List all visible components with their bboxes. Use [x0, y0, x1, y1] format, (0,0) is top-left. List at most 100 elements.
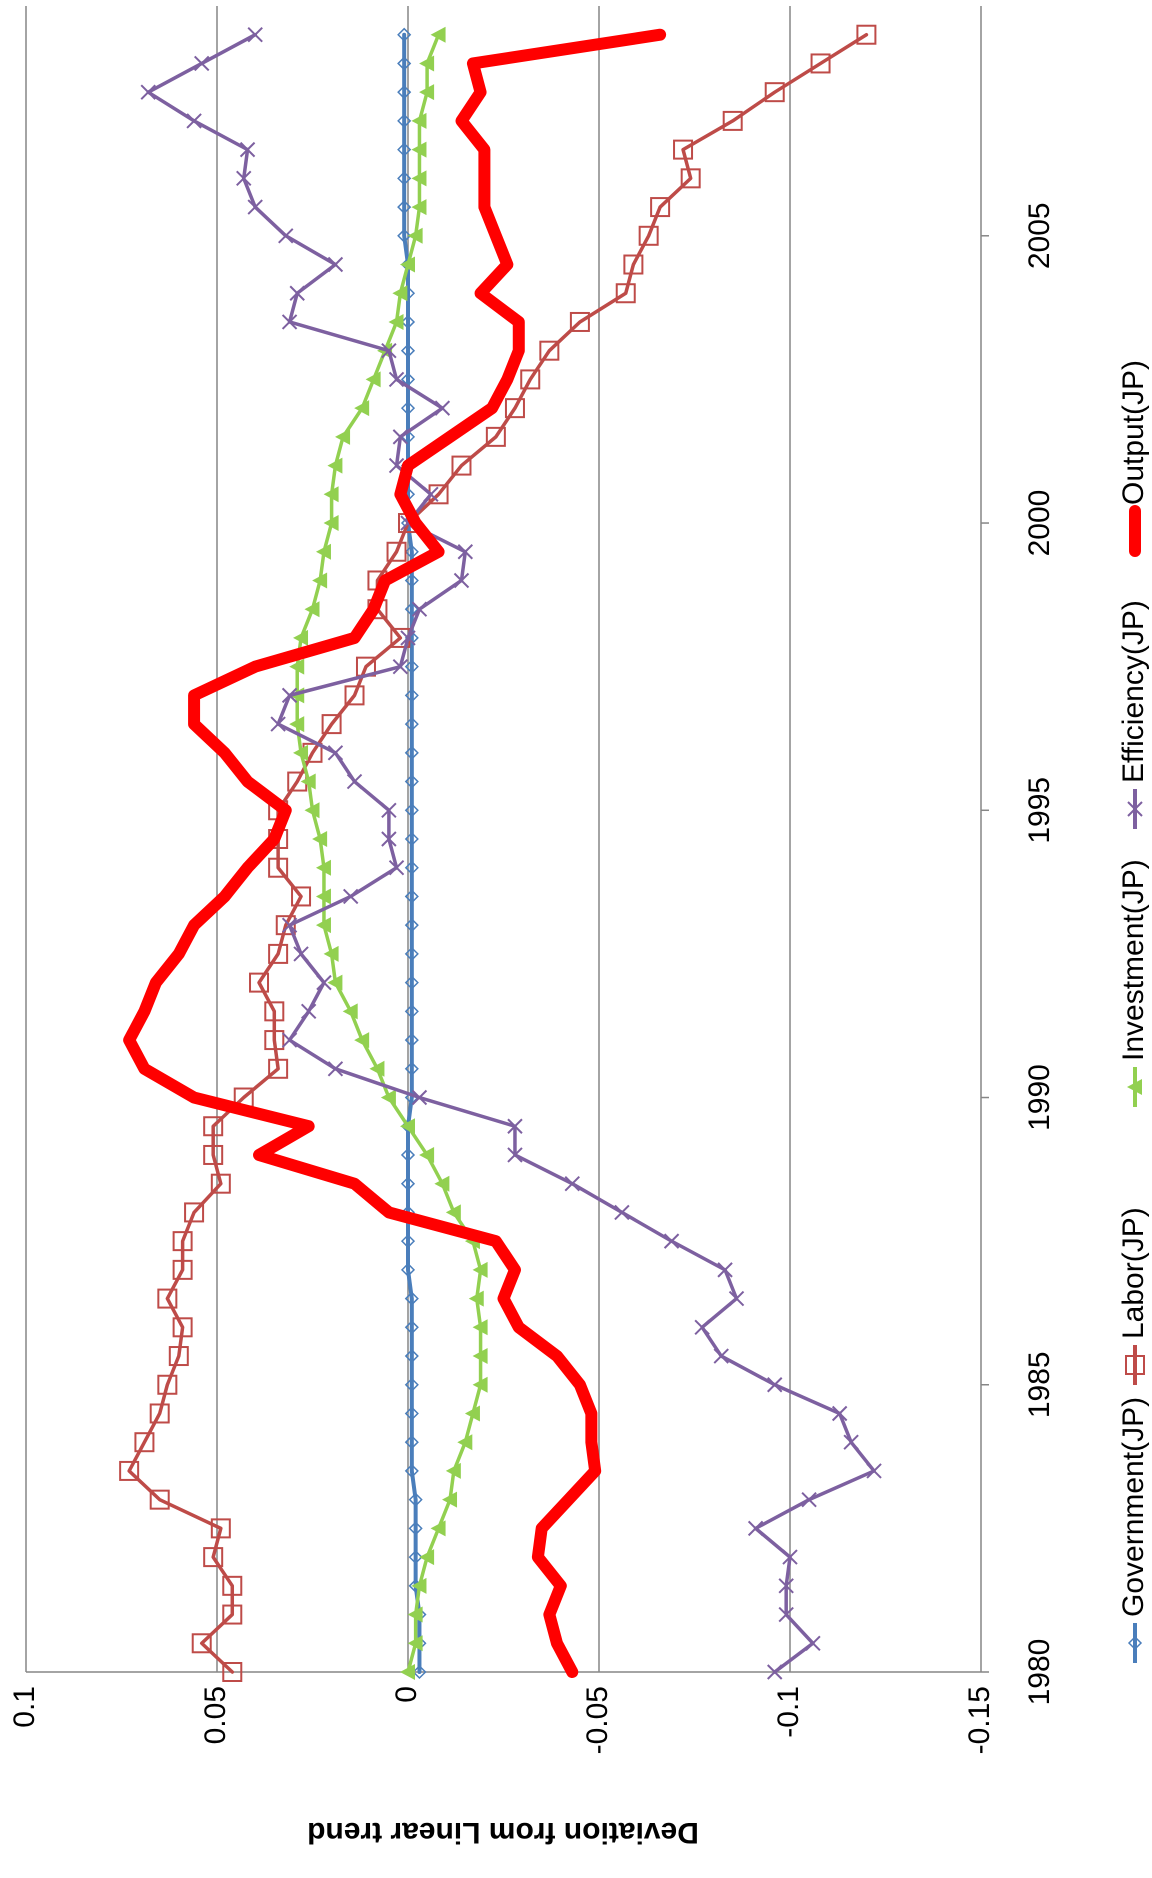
marker	[810, 53, 831, 74]
marker	[404, 1291, 419, 1306]
marker	[149, 1489, 170, 1510]
series-line	[123, 28, 667, 1678]
marker	[434, 400, 451, 416]
marker	[408, 1492, 423, 1507]
marker	[1127, 801, 1143, 817]
marker	[411, 141, 427, 158]
marker	[520, 369, 541, 390]
marker	[472, 1348, 488, 1365]
rotated-chart: Deviation from Linear trend 0.1 0.05 0 -0.0…	[8, 6, 1150, 1849]
marker	[236, 170, 252, 187]
marker	[381, 342, 397, 359]
marker	[507, 1118, 523, 1134]
marker	[323, 945, 339, 962]
marker	[323, 515, 339, 532]
marker	[411, 112, 427, 129]
marker	[172, 1317, 193, 1338]
marker	[342, 1003, 358, 1020]
marker	[404, 803, 419, 818]
marker	[778, 1606, 794, 1623]
marker	[172, 1259, 193, 1280]
marker	[404, 573, 419, 588]
marker	[327, 974, 343, 991]
marker	[404, 1320, 419, 1335]
marker	[419, 84, 435, 101]
marker	[354, 400, 370, 417]
marker	[315, 888, 331, 905]
marker	[222, 1575, 243, 1596]
marker	[713, 1348, 729, 1364]
series-line	[127, 32, 869, 1674]
legend-label: Output(JP)	[1117, 360, 1150, 505]
y-tick-label: 0	[390, 1686, 423, 1703]
marker	[442, 1491, 458, 1508]
marker	[468, 1290, 484, 1307]
marker	[451, 455, 472, 476]
marker	[1127, 1635, 1143, 1651]
marker	[472, 1376, 488, 1393]
marker	[453, 572, 470, 589]
marker	[400, 1147, 416, 1163]
marker	[264, 1030, 285, 1051]
marker	[404, 831, 419, 847]
marker	[191, 1633, 212, 1654]
legend-label: Labor(JP)	[1117, 1207, 1150, 1339]
marker	[411, 199, 427, 216]
marker	[404, 659, 419, 674]
marker	[400, 1118, 415, 1135]
marker	[856, 24, 877, 45]
marker	[327, 457, 343, 474]
marker	[380, 1089, 396, 1106]
marker	[321, 714, 342, 735]
marker	[323, 486, 339, 503]
marker	[289, 716, 305, 733]
marker	[663, 1233, 680, 1249]
marker	[404, 1061, 419, 1076]
marker	[397, 113, 412, 128]
marker	[728, 1290, 745, 1307]
marker	[623, 254, 644, 275]
marker	[411, 601, 428, 617]
marker	[1127, 1079, 1142, 1095]
marker	[472, 1319, 488, 1336]
marker	[767, 1377, 783, 1393]
x-tick-label: 2000	[1023, 490, 1056, 557]
marker	[485, 426, 506, 447]
marker	[247, 199, 263, 215]
marker	[673, 139, 694, 160]
marker	[354, 1032, 370, 1049]
marker	[203, 1547, 224, 1568]
marker	[304, 802, 320, 819]
marker	[291, 886, 312, 907]
marker	[134, 1432, 155, 1453]
marker	[392, 658, 409, 675]
y-axis-title: Deviation from Linear trend	[307, 1816, 699, 1849]
y-tick-label: -0.15	[963, 1686, 996, 1754]
marker	[404, 975, 419, 990]
marker	[778, 1578, 794, 1594]
series-line	[295, 32, 483, 1674]
marker	[315, 859, 331, 876]
marker	[445, 1204, 461, 1221]
marker	[404, 1348, 419, 1364]
marker	[397, 85, 412, 100]
marker	[411, 1577, 427, 1594]
marker	[614, 1204, 630, 1221]
marker	[805, 1635, 821, 1651]
marker	[866, 1463, 882, 1479]
marker	[293, 946, 309, 962]
marker	[281, 1032, 298, 1048]
marker	[289, 285, 305, 301]
marker	[388, 860, 405, 876]
marker	[289, 658, 305, 675]
marker	[400, 1262, 416, 1277]
marker	[419, 55, 435, 72]
marker	[615, 283, 636, 304]
marker	[275, 915, 296, 936]
series-line	[402, 32, 422, 1674]
series-line	[146, 32, 876, 1674]
marker	[281, 917, 298, 933]
marker	[388, 313, 404, 330]
marker	[539, 340, 560, 361]
marker	[304, 601, 320, 618]
